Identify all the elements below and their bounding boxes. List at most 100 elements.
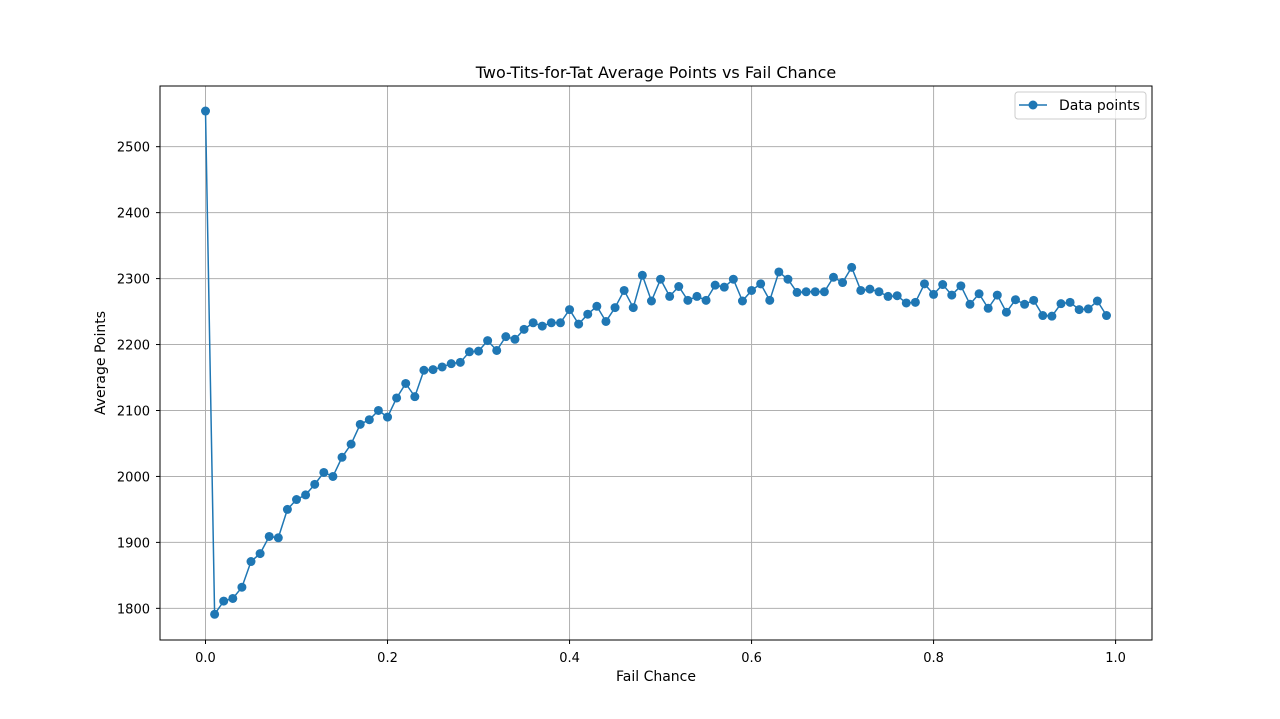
data-point <box>583 309 593 319</box>
data-point <box>201 106 210 116</box>
chart-title: Two-Tits-for-Tat Average Points vs Fail … <box>475 63 837 82</box>
data-point <box>246 557 256 567</box>
data-point <box>1074 305 1084 315</box>
data-point <box>483 336 493 346</box>
data-point <box>692 291 702 301</box>
data-point <box>565 305 575 315</box>
data-point <box>546 318 556 328</box>
data-point <box>346 439 356 449</box>
data-point <box>774 267 784 277</box>
data-point <box>965 299 975 309</box>
data-point <box>974 289 984 299</box>
data-point <box>947 290 957 300</box>
data-point <box>737 296 747 306</box>
data-point <box>292 495 302 505</box>
y-tick-label: 1900 <box>117 536 150 551</box>
data-point <box>428 365 438 375</box>
data-point <box>1102 311 1111 321</box>
data-point <box>310 479 320 489</box>
data-point <box>628 303 638 313</box>
data-point <box>519 324 529 334</box>
data-point <box>719 282 729 292</box>
y-tick-label: 2000 <box>117 470 150 485</box>
data-point <box>847 262 857 272</box>
data-point <box>756 279 766 289</box>
data-point <box>1065 297 1075 307</box>
data-point <box>328 471 338 481</box>
data-point <box>819 287 829 297</box>
y-tick-label: 1800 <box>117 602 150 617</box>
data-point <box>355 419 365 429</box>
data-point <box>683 295 693 305</box>
ticks-layer: 0.0 0.2 0.4 0.6 0.8 1.0 1800 1900 2000 2100 2200 23… <box>117 141 1126 666</box>
y-tick-label: 2500 <box>117 141 150 156</box>
data-point <box>674 282 684 291</box>
data-point <box>228 593 238 603</box>
data-point <box>1029 295 1039 305</box>
data-point <box>856 285 866 295</box>
data-point <box>1010 295 1020 305</box>
data-point <box>383 412 393 422</box>
x-tick-label: 1.0 <box>1105 651 1126 666</box>
data-point <box>273 533 283 543</box>
data-point <box>410 392 420 402</box>
legend-box <box>1014 91 1147 120</box>
data-point <box>883 291 893 301</box>
data-point <box>910 297 920 307</box>
data-point <box>838 278 848 288</box>
data-point <box>501 332 511 342</box>
data-point <box>464 347 474 357</box>
data-point <box>555 318 565 328</box>
legend-label-data-points: Data points <box>1059 98 1140 114</box>
data-point <box>419 365 429 375</box>
x-tick-label: 0.4 <box>559 651 580 666</box>
data-point <box>765 295 775 305</box>
data-point <box>701 295 711 305</box>
data-point <box>865 284 875 294</box>
data-point <box>919 279 929 289</box>
grid-layer <box>160 86 1152 640</box>
legend-marker-sample <box>1028 100 1038 110</box>
data-point <box>619 285 629 295</box>
data-point <box>437 362 447 372</box>
data-point <box>301 490 311 500</box>
data-point <box>592 301 602 311</box>
data-point <box>337 452 347 462</box>
data-point <box>992 290 1002 300</box>
x-tick-label: 0.2 <box>377 651 398 666</box>
data-point <box>646 296 656 306</box>
data-point <box>892 291 902 301</box>
data-point <box>1001 307 1011 317</box>
data-point <box>219 596 229 606</box>
data-point <box>510 334 520 344</box>
data-point <box>938 280 948 290</box>
plot-frame <box>159 85 1153 641</box>
x-tick-label: 0.0 <box>195 651 216 666</box>
data-point <box>237 582 247 592</box>
x-tick-label: 0.6 <box>741 651 762 666</box>
data-point <box>747 285 757 295</box>
data-point <box>264 531 274 541</box>
data-point <box>929 289 939 299</box>
y-tick-label: 2400 <box>117 207 150 222</box>
data-point <box>474 346 484 356</box>
data-point <box>601 316 611 326</box>
x-tick-label: 0.8 <box>923 651 944 666</box>
data-point <box>901 298 911 308</box>
data-point <box>828 272 838 282</box>
data-point <box>364 415 374 425</box>
data-point <box>810 287 820 297</box>
data-point <box>792 287 802 297</box>
data-point <box>956 281 966 291</box>
data-point <box>1020 299 1030 309</box>
data-point <box>528 318 538 328</box>
data-point <box>1038 311 1048 321</box>
data-point <box>610 303 620 313</box>
data-point <box>1047 311 1057 321</box>
y-tick-label: 2100 <box>117 404 150 419</box>
x-axis-label: Fail Chance <box>616 669 696 685</box>
data-point <box>637 270 647 280</box>
legend: Data points <box>1014 91 1147 120</box>
data-point <box>255 549 265 559</box>
